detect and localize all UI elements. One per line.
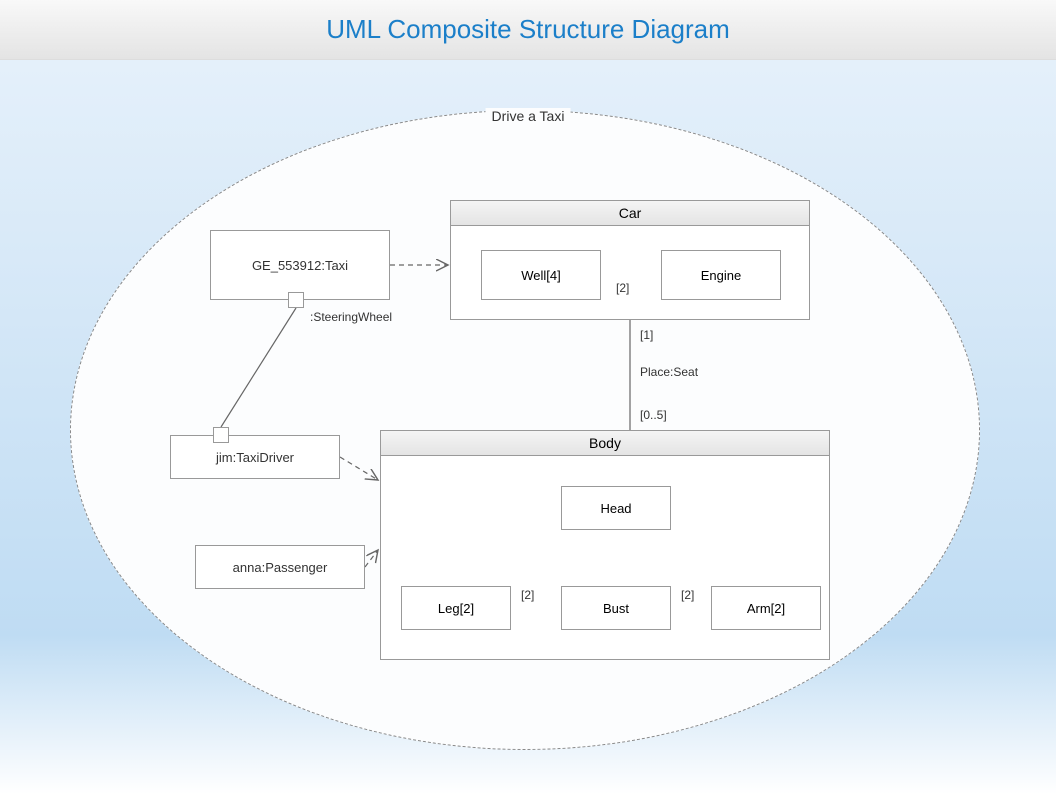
- diagram-canvas: Drive a Taxi GE_553912:Taxi :SteeringWhe…: [0, 60, 1056, 794]
- composite-car-title: Car: [451, 201, 809, 226]
- label-car-body-mid: Place:Seat: [640, 365, 698, 379]
- page-title: UML Composite Structure Diagram: [326, 14, 730, 45]
- composite-body: Body Head Leg[2] Bust Arm[2] [2] [2]: [380, 430, 830, 660]
- part-head-label: Head: [600, 501, 631, 516]
- port-taxi: [288, 292, 304, 308]
- part-arm: Arm[2]: [711, 586, 821, 630]
- title-bar: UML Composite Structure Diagram: [0, 0, 1056, 60]
- composite-body-title: Body: [381, 431, 829, 456]
- object-taxi-label: GE_553912:Taxi: [252, 258, 348, 273]
- part-bust-label: Bust: [603, 601, 629, 616]
- label-leg-bust: [2]: [521, 588, 534, 602]
- composite-car: Car Well[4] Engine [2]: [450, 200, 810, 320]
- part-head: Head: [561, 486, 671, 530]
- part-leg: Leg[2]: [401, 586, 511, 630]
- part-engine: Engine: [661, 250, 781, 300]
- part-well-label: Well[4]: [521, 268, 561, 283]
- port-taxi-label: :SteeringWheel: [310, 310, 392, 324]
- label-car-body-top: [1]: [640, 328, 653, 342]
- part-engine-label: Engine: [701, 268, 741, 283]
- part-leg-label: Leg[2]: [438, 601, 474, 616]
- object-driver-label: jim:TaxiDriver: [216, 450, 294, 465]
- label-well-engine: [2]: [616, 281, 629, 295]
- object-passenger: anna:Passenger: [195, 545, 365, 589]
- part-arm-label: Arm[2]: [747, 601, 785, 616]
- part-well: Well[4]: [481, 250, 601, 300]
- part-bust: Bust: [561, 586, 671, 630]
- label-car-body-bot: [0..5]: [640, 408, 667, 422]
- collaboration-label: Drive a Taxi: [486, 108, 571, 124]
- port-driver: [213, 427, 229, 443]
- label-bust-arm: [2]: [681, 588, 694, 602]
- object-driver: jim:TaxiDriver: [170, 435, 340, 479]
- object-passenger-label: anna:Passenger: [233, 560, 328, 575]
- object-taxi: GE_553912:Taxi: [210, 230, 390, 300]
